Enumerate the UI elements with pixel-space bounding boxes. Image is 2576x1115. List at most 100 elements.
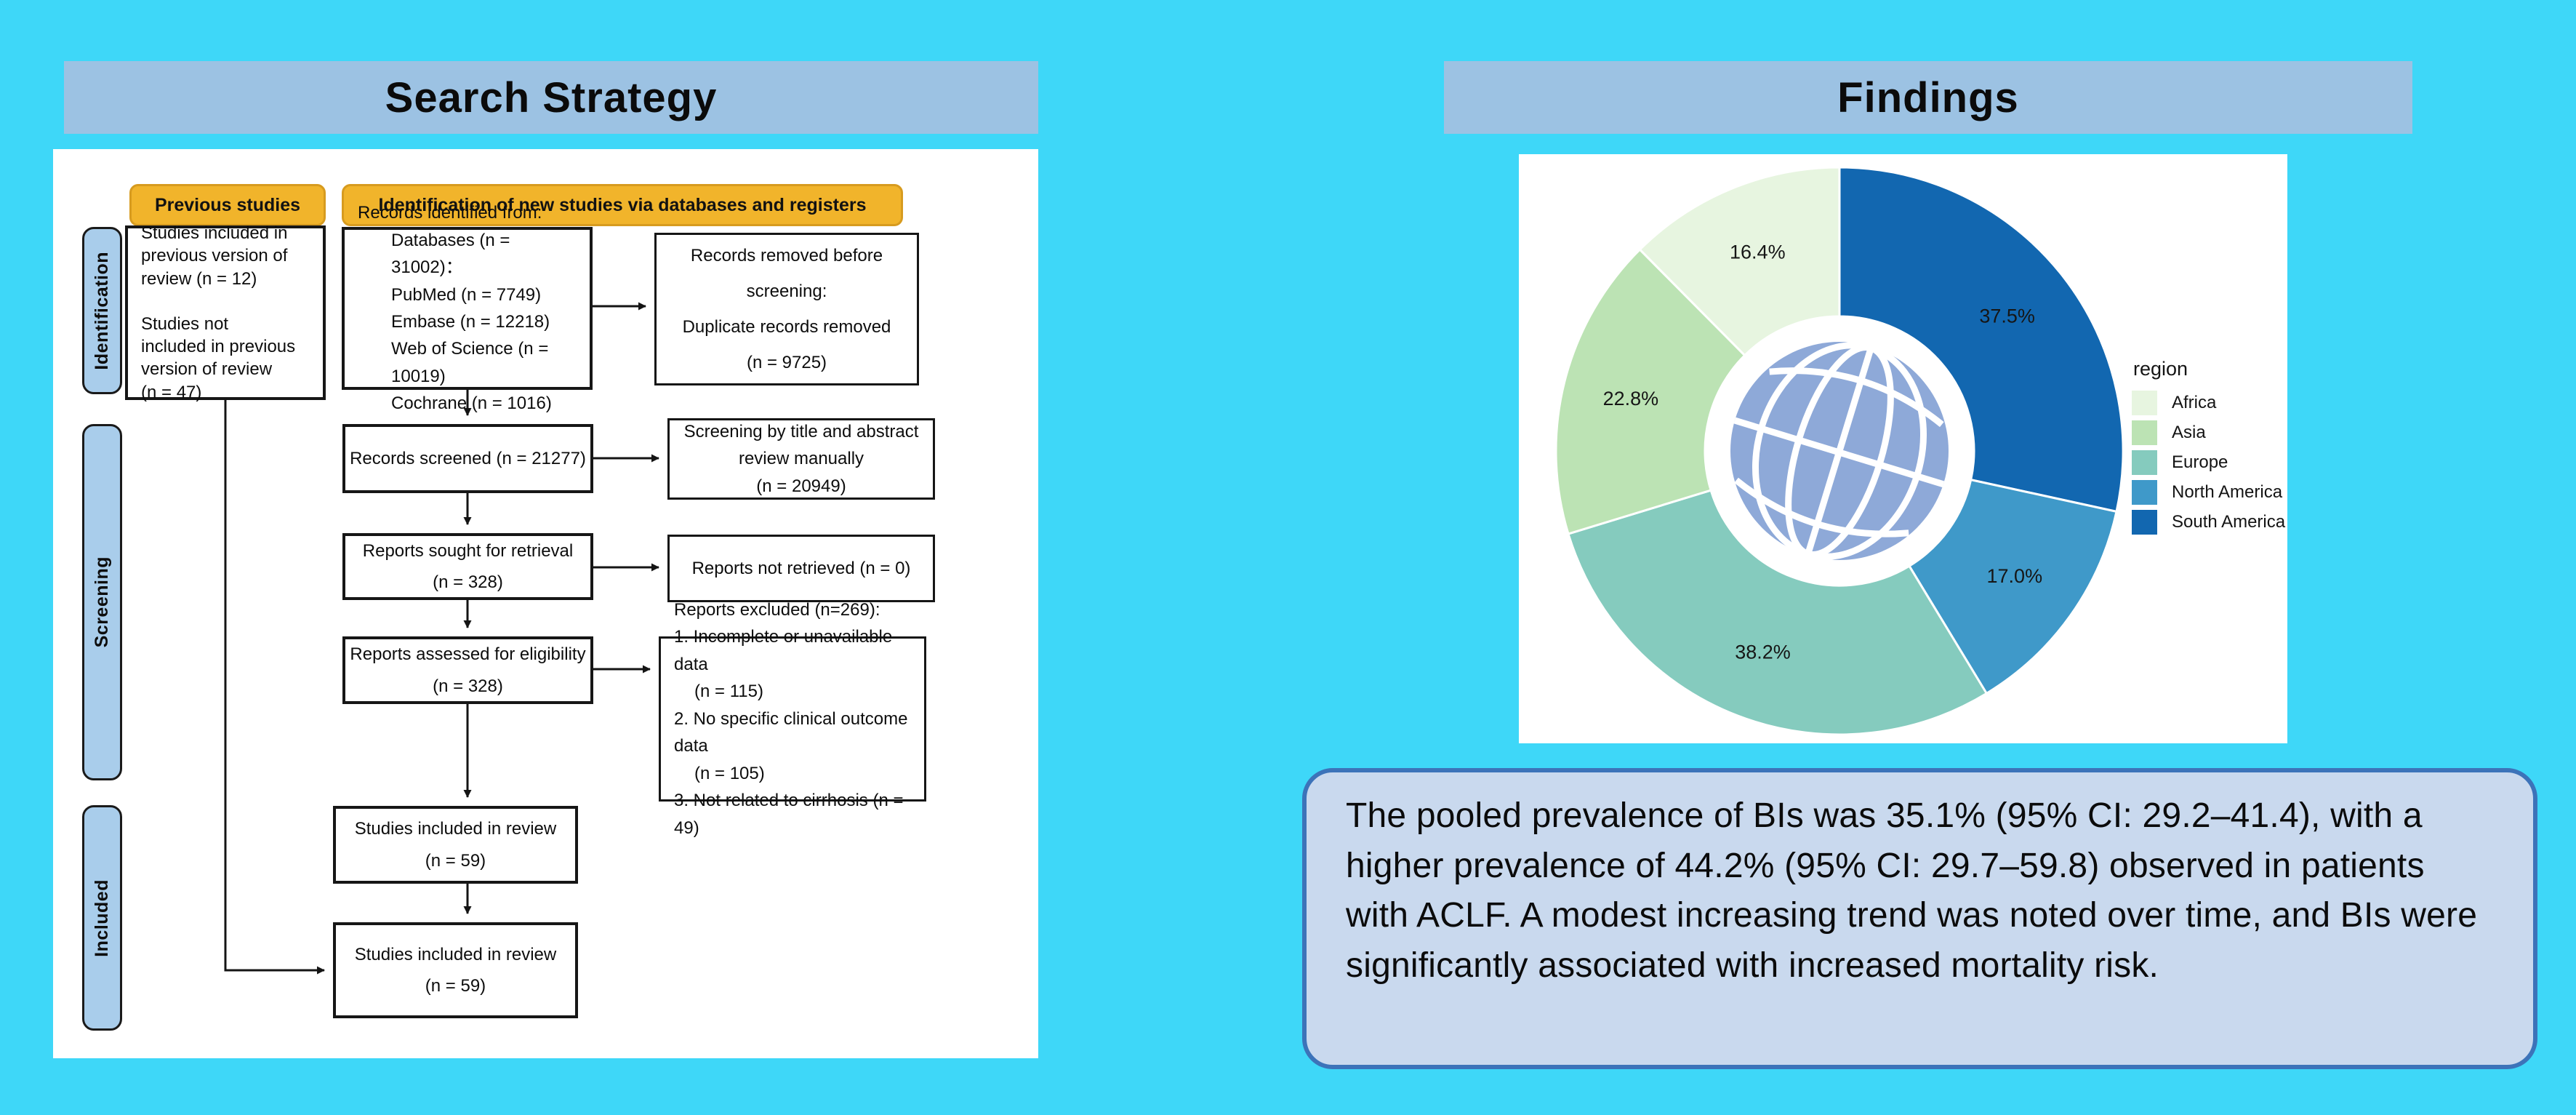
legend-swatch [2132,480,2157,505]
slice-percentage-label: 17.0% [1987,565,2043,587]
stage-identification-label: Identification [92,251,112,370]
donut-chart: 37.5% 17.0% 38.2% 22.8% 16.4% [1554,166,2124,736]
text-line: Studies included in review [354,819,557,839]
reports-assessed-box: Reports assessed for eligibility (n = 328… [342,636,593,704]
text-line: included in previous [141,337,296,357]
records-removed-text: Records removed before screening: Duplica… [657,238,917,381]
legend-swatch [2132,420,2157,445]
arrow-previous-to-included2 [224,400,325,975]
search-strategy-title: Search Strategy [385,73,718,121]
records-screened-text: Records screened (n = 21277) [345,443,590,474]
reports-sought-text: Reports sought for retrieval (n = 328) [345,535,590,598]
previous-studies-box: Studies included in previous version of re… [125,223,326,402]
studies-included-box-1: Studies included in review (n = 59) [333,806,578,884]
slice-percentage-label: 37.5% [1979,305,2035,327]
studies-included-2-text: Studies included in review (n = 59) [336,939,575,1002]
text-line: previous version of [141,246,288,266]
studies-included-box-2: Studies included in review (n = 59) [333,922,578,1018]
text-line: (n = 47) [141,382,202,402]
findings-header: Findings [1444,61,2412,134]
stage-included-label: Included [92,879,112,957]
text-line: Reports not retrieved (n = 0) [691,558,911,578]
findings-title: Findings [1837,73,2019,121]
text-line: 1. Incomplete or unavailable data [674,627,893,674]
text-line: (n = 59) [425,850,486,871]
legend-rows: Africa Asia Europe North America South Ameri… [2132,391,2288,535]
legend-swatch [2132,510,2157,535]
stage-included: Included [82,805,122,1031]
text-line: Reports excluded (n=269): [674,600,880,620]
text-line: Records identified from: [358,203,542,223]
legend-title: region [2133,358,2188,380]
text-line: Reports sought for retrieval [362,540,574,561]
legend-item: South America [2132,510,2288,535]
previous-studies-column-header: Previous studies [129,184,326,226]
pie-slice-africa [1638,166,1841,357]
pie-slice-asia [1554,247,1746,535]
legend-label: Europe [2172,452,2228,472]
findings-summary-text: The pooled prevalence of BIs was 35.1% (… [1346,796,2478,985]
reports-not-retrieved-box: Reports not retrieved (n = 0) [667,535,935,602]
legend-item: North America [2132,480,2288,505]
text-line: Databases (n = 31002)： [391,230,510,278]
reports-excluded-text: Reports excluded (n=269): 1. Incomplete o… [661,591,924,847]
text-line: review manually [738,449,864,469]
text-line: (n = 115) [694,682,763,702]
records-identified-text: Records identified from: Databases (n = 3… [345,193,590,423]
reports-assessed-text: Reports assessed for eligibility (n = 328… [345,639,590,701]
legend-item: Europe [2132,450,2288,475]
stage-screening: Screening [82,424,122,780]
text-line: (n = 105) [694,763,765,783]
text-line: 3. Not related to cirrhosis (n = 49) [674,791,904,838]
pie-slice-north-america [1907,478,2118,695]
text-line: Records screened (n = 21277) [350,448,586,468]
reports-not-retrieved-text: Reports not retrieved (n = 0) [670,553,933,584]
chart-legend: region Africa Asia Europe North America Sout… [2132,358,2288,540]
findings-summary-box: The pooled prevalence of BIs was 35.1% (… [1302,768,2537,1069]
text-line: Cochrane (n = 1016) [391,393,552,414]
text-line: Records removed before screening: [690,245,883,301]
text-line: Reports assessed for eligibility [350,644,586,665]
studies-included-1-text: Studies included in review (n = 59) [336,813,575,876]
legend-item: Africa [2132,391,2288,415]
stage-screening-label: Screening [92,556,112,648]
legend-label: South America [2172,512,2286,532]
text-line: 2. No specific clinical outcome data [674,708,908,756]
text-line: version of review [141,359,273,380]
text-line: Web of Science (n = 10019) [391,339,549,386]
slice-percentage-label: 38.2% [1735,642,1791,663]
legend-swatch [2132,391,2157,415]
legend-swatch [2132,450,2157,475]
globe-icon [1727,338,1952,564]
text-line: review (n = 12) [141,268,257,289]
slice-percentage-label: 16.4% [1730,241,1786,263]
text-line: Studies not [141,314,229,334]
pie-slice-south-america [1838,166,2124,513]
search-strategy-header: Search Strategy [64,61,1038,134]
prisma-flow-panel: Previous studies Identification of new s… [53,149,1038,1058]
records-removed-box: Records removed before screening: Duplica… [654,233,919,385]
records-identified-box: Records identified from: Databases (n = 3… [342,203,593,413]
legend-label: Africa [2172,393,2217,412]
text-line: (n = 328) [433,572,503,592]
text-line: Duplicate records removed [682,317,891,337]
stage-identification: Identification [82,227,122,394]
screening-manual-text: Screening by title and abstract review ma… [670,418,933,500]
reports-sought-box: Reports sought for retrieval (n = 328) [342,533,593,600]
text-line: (n = 328) [433,676,503,696]
prevalence-chart-panel: 37.5% 17.0% 38.2% 22.8% 16.4% region Africa A… [1519,154,2287,743]
text-line: Studies included in [141,223,288,244]
text-line [141,290,310,313]
slice-percentage-label: 22.8% [1603,388,1659,409]
text-line: (n = 59) [425,976,486,996]
previous-studies-text: Studies included in previous version of re… [128,216,323,409]
records-screened-box: Records screened (n = 21277) [342,424,593,493]
legend-label: North America [2172,482,2283,502]
text-line: PubMed (n = 7749) [391,284,542,305]
text-line: (n = 20949) [756,476,846,496]
screening-manual-box: Screening by title and abstract review ma… [667,418,935,500]
legend-label: Asia [2172,423,2206,442]
legend-item: Asia [2132,420,2288,445]
text-line: Screening by title and abstract [683,421,919,441]
reports-excluded-box: Reports excluded (n=269): 1. Incomplete o… [659,600,926,838]
